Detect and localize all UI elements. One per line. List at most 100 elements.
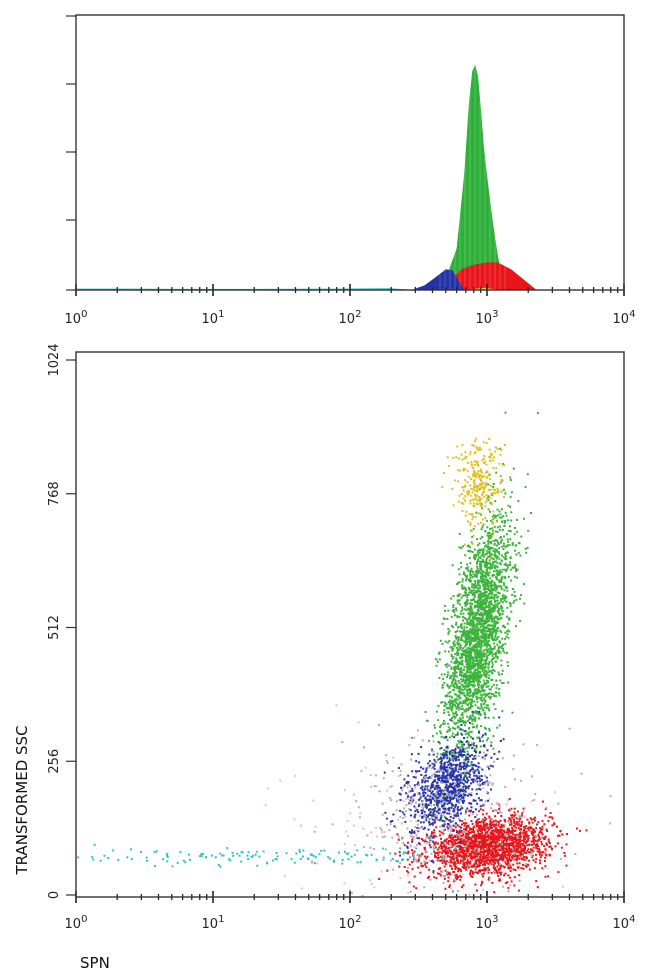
scatter-point [468, 622, 471, 625]
scatter-point [480, 513, 483, 516]
scatter-point [453, 678, 456, 681]
scatter-point [507, 866, 510, 869]
scatter-point [449, 750, 452, 753]
scatter-point [475, 823, 478, 826]
scatter-point [496, 610, 499, 613]
scatter-point [486, 681, 489, 684]
scatter-point [456, 615, 459, 618]
scatter-point [487, 654, 490, 657]
scatter-point [452, 688, 455, 691]
scatter-point [490, 823, 493, 826]
scatter-point [477, 654, 480, 656]
scatter-point [516, 810, 519, 813]
scatter-point [557, 871, 560, 874]
scatter-point [488, 670, 491, 673]
scatter-point [503, 520, 506, 523]
scatter-point [462, 884, 465, 887]
scatter-point [475, 538, 478, 540]
scatter-point [470, 613, 473, 616]
scatter-point [492, 607, 495, 609]
scatter-point [523, 837, 526, 840]
scatter-point [465, 678, 468, 681]
scatter-point [478, 587, 481, 589]
scatter-point [479, 594, 481, 597]
scatter-point [484, 602, 487, 605]
scatter-point [511, 845, 514, 848]
scatter-point [464, 701, 467, 704]
scatter-point [455, 875, 458, 878]
scatter-point [476, 889, 478, 892]
scatter-point [497, 861, 500, 864]
scatter-point [556, 825, 558, 828]
scatter-point [457, 809, 460, 812]
scatter-point [476, 569, 479, 572]
scatter-point [505, 845, 508, 848]
scatter-point [477, 676, 480, 679]
scatter-point [434, 835, 437, 838]
scatter-point [526, 818, 529, 821]
scatter-point [464, 594, 466, 597]
scatter-point [507, 575, 510, 578]
scatter-point [454, 698, 457, 701]
scatter-point [495, 565, 498, 568]
scatter-point [501, 848, 504, 851]
scatter-point [537, 821, 540, 824]
scatter-point [490, 586, 493, 589]
scatter-point [469, 657, 472, 659]
scatter-point [477, 593, 480, 596]
scatter-point [479, 869, 481, 872]
scatter-point [491, 821, 494, 824]
scatter-point [510, 839, 513, 842]
scatter-point [481, 605, 484, 608]
scatter-point [476, 821, 479, 824]
scatter-point [497, 570, 500, 573]
scatter-point [457, 774, 460, 777]
scatter-point [497, 858, 500, 861]
scatter-point [463, 651, 466, 654]
scatter-point [454, 700, 457, 703]
scatter-point [490, 602, 493, 605]
scatter-point [447, 880, 450, 883]
scatter-point [481, 880, 484, 883]
scatter-point [476, 623, 479, 626]
scatter-point [469, 671, 472, 674]
scatter-point [476, 830, 479, 833]
scatter-point [473, 700, 476, 703]
scatter-point [486, 642, 489, 645]
scatter-point [469, 640, 472, 643]
scatter-point [447, 711, 450, 714]
scatter-point [488, 546, 491, 549]
scatter-point [425, 841, 428, 843]
scatter-point [490, 857, 493, 860]
scatter-point [425, 866, 428, 869]
scatter-point [530, 826, 533, 829]
scatter-point [481, 840, 484, 843]
scatter-point [504, 837, 507, 840]
scatter-point [446, 739, 449, 741]
scatter-point [481, 687, 484, 690]
scatter-point [509, 530, 512, 533]
scatter-point [483, 863, 486, 865]
scatter-point [488, 597, 491, 600]
scatter-point [517, 822, 520, 825]
scatter-point [501, 853, 504, 856]
scatter-point [411, 787, 414, 790]
scatter-point [497, 636, 500, 639]
scatter-point [470, 736, 472, 739]
scatter-point [502, 850, 505, 853]
scatter-point [469, 608, 472, 611]
scatter-point [495, 855, 498, 857]
scatter-point [483, 726, 486, 729]
scatter-point [450, 667, 453, 670]
scatter-point [513, 836, 515, 839]
scatter-point [486, 850, 489, 853]
scatter-point [424, 840, 426, 843]
scatter-point [469, 676, 472, 679]
scatter-point [461, 580, 464, 583]
scatter-point [416, 827, 419, 829]
scatter-point [432, 871, 435, 874]
scatter-point [440, 724, 443, 727]
scatter-point [491, 563, 494, 566]
scatter-point [501, 833, 504, 835]
scatter-point [507, 833, 510, 836]
